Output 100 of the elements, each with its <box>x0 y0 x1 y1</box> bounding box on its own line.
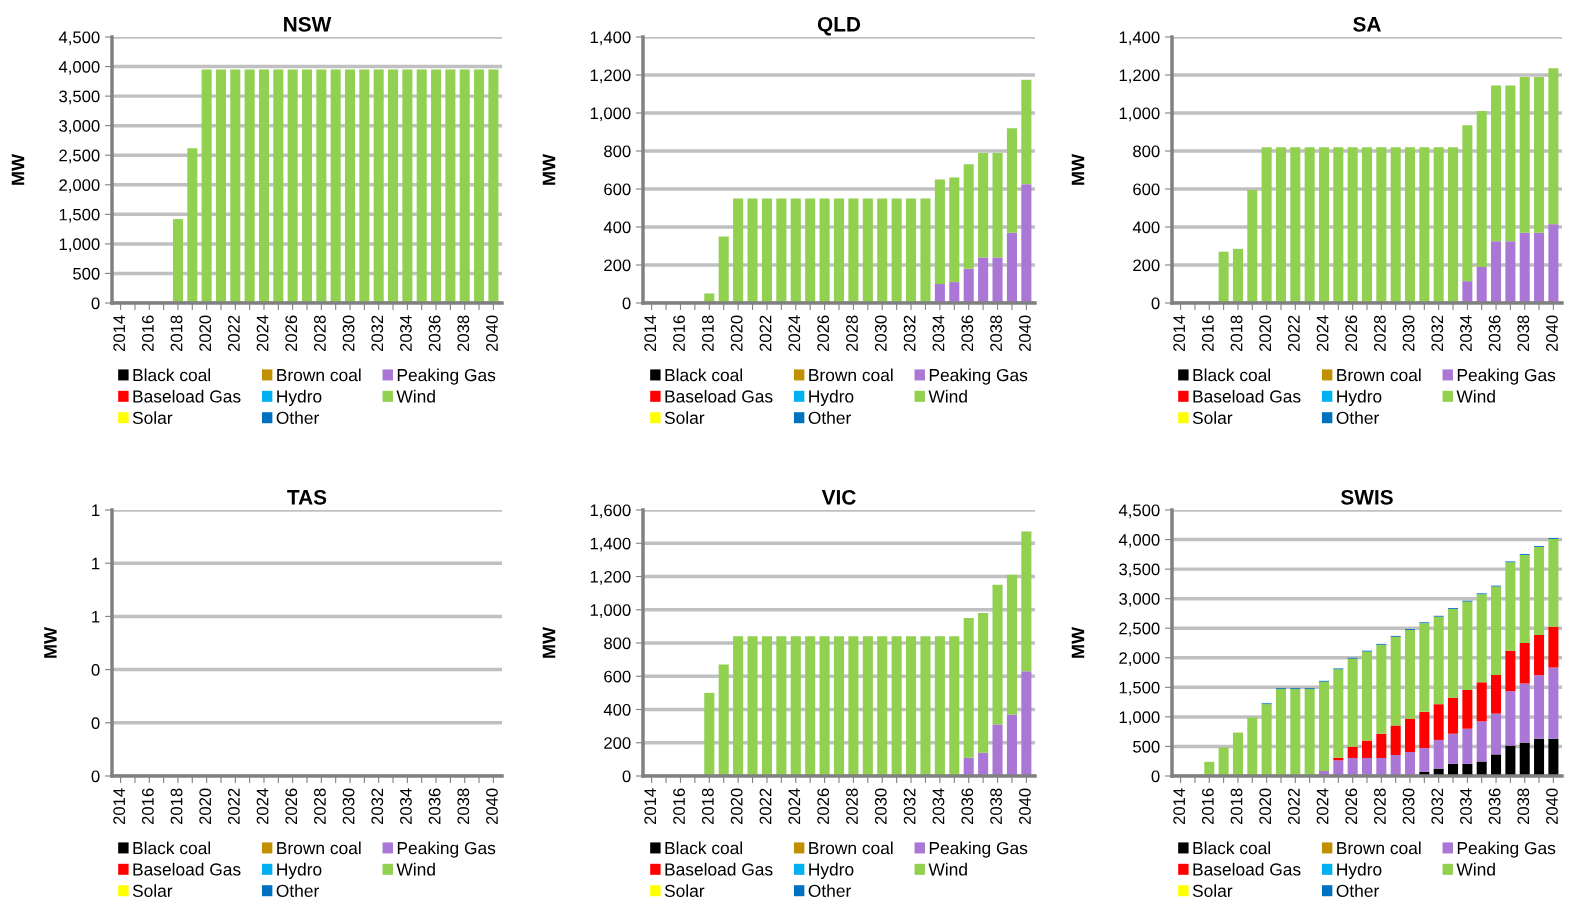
x-tick-label: 2038 <box>1517 315 1530 352</box>
x-tick-label: 2020 <box>199 788 212 825</box>
legend-label: Baseload Gas <box>665 862 773 876</box>
legend-label: Solar <box>132 884 173 897</box>
bar <box>1290 147 1301 303</box>
legend-label: Baseload Gas <box>133 862 241 876</box>
bar <box>1376 644 1387 734</box>
x-tick-label: 2026 <box>1345 315 1358 352</box>
bar <box>1491 754 1502 776</box>
y-tick-label: 1,200 <box>590 570 631 585</box>
legend-label: Wind <box>396 389 435 403</box>
bar <box>718 236 729 303</box>
bar <box>1361 147 1373 303</box>
bar <box>906 198 917 303</box>
x-tick-label: 2032 <box>371 788 384 825</box>
bar <box>1261 704 1272 776</box>
x-tick-label: 2028 <box>846 315 858 352</box>
x-tick-label: 2022 <box>759 788 772 825</box>
x-tick-label: 2016 <box>1201 315 1214 352</box>
bar <box>244 69 255 303</box>
bar <box>1021 79 1032 185</box>
bar <box>718 664 729 776</box>
bar <box>1476 594 1487 683</box>
bar <box>1405 752 1416 776</box>
bar <box>1390 636 1401 726</box>
bar <box>1333 669 1344 758</box>
bar <box>316 69 327 303</box>
bar <box>1548 68 1559 225</box>
bar <box>1548 626 1559 668</box>
bar <box>1361 740 1373 758</box>
bar <box>1419 623 1430 712</box>
y-tick-label: 1,500 <box>1119 681 1160 696</box>
x-tick-label: 2032 <box>903 315 916 352</box>
bar <box>172 219 183 303</box>
bar <box>201 69 212 303</box>
legend-label: Black coal <box>1193 368 1271 382</box>
y-tick-label: 1,200 <box>1119 69 1160 84</box>
bar <box>273 69 284 303</box>
bar <box>1232 732 1243 776</box>
legend-label: Peaking Gas <box>929 368 1028 385</box>
bar <box>1491 586 1502 675</box>
legend-label: Peaking Gas <box>1457 368 1556 385</box>
bar <box>776 198 787 303</box>
bar <box>934 179 945 284</box>
legend-label: Other <box>1336 884 1379 897</box>
x-tick-label: 2024 <box>256 315 269 352</box>
x-tick-label: 2022 <box>1287 315 1300 352</box>
legend-label: Peaking Gas <box>397 368 496 385</box>
x-tick-label: 2014 <box>644 315 657 352</box>
bar <box>1419 147 1430 303</box>
bar <box>301 69 313 303</box>
x-tick-label: 2026 <box>285 788 298 825</box>
legend-label: Solar <box>664 884 705 897</box>
bar <box>862 636 873 776</box>
bar <box>1462 281 1473 303</box>
bar <box>1462 601 1473 690</box>
legend-label: Wind <box>928 862 967 876</box>
bar <box>1476 111 1487 267</box>
bar <box>1433 616 1444 705</box>
x-tick-label: 2016 <box>673 788 685 825</box>
x-tick-label: 2032 <box>1431 788 1444 825</box>
legend-label: Hydro <box>809 862 854 880</box>
x-tick-label: 2024 <box>1316 788 1329 825</box>
x-tick-label: 2028 <box>1374 788 1386 825</box>
bar <box>1247 189 1258 303</box>
y-tick-label: 200 <box>604 737 631 749</box>
bar <box>819 636 830 776</box>
x-tick-label: 2024 <box>256 788 269 825</box>
bar <box>1534 76 1545 233</box>
bar <box>1491 713 1502 755</box>
bar <box>1433 739 1444 769</box>
bar <box>1021 184 1032 303</box>
legend-label: Wind <box>928 389 967 403</box>
bar <box>1318 147 1329 303</box>
legend-label: Solar <box>1192 884 1233 897</box>
bar <box>805 636 816 776</box>
x-tick-label: 2030 <box>1402 788 1415 825</box>
bar <box>1505 562 1516 651</box>
bar <box>1534 232 1545 303</box>
legend-label: Peaking Gas <box>929 841 1028 858</box>
x-tick-label: 2014 <box>113 315 126 352</box>
x-tick-label: 2026 <box>817 788 830 825</box>
bar <box>1462 728 1473 764</box>
bar <box>1519 643 1530 684</box>
bar <box>1405 630 1416 719</box>
legend-label: Brown coal <box>809 368 893 382</box>
legend-label: Peaking Gas <box>1457 841 1556 858</box>
y-axis-title: MW <box>44 626 57 658</box>
x-tick-label: 2036 <box>1488 315 1501 352</box>
x-tick-label: 2028 <box>1374 315 1386 352</box>
bar <box>330 69 341 303</box>
bar <box>920 198 931 303</box>
x-tick-label: 2034 <box>932 315 945 352</box>
bar <box>287 69 298 303</box>
bar <box>1534 635 1545 676</box>
legend-label: Brown coal <box>1337 841 1421 855</box>
bar <box>1318 681 1329 771</box>
chart-title: SA <box>1353 16 1381 32</box>
x-tick-label: 2038 <box>457 788 470 825</box>
x-tick-label: 2034 <box>1460 315 1472 352</box>
